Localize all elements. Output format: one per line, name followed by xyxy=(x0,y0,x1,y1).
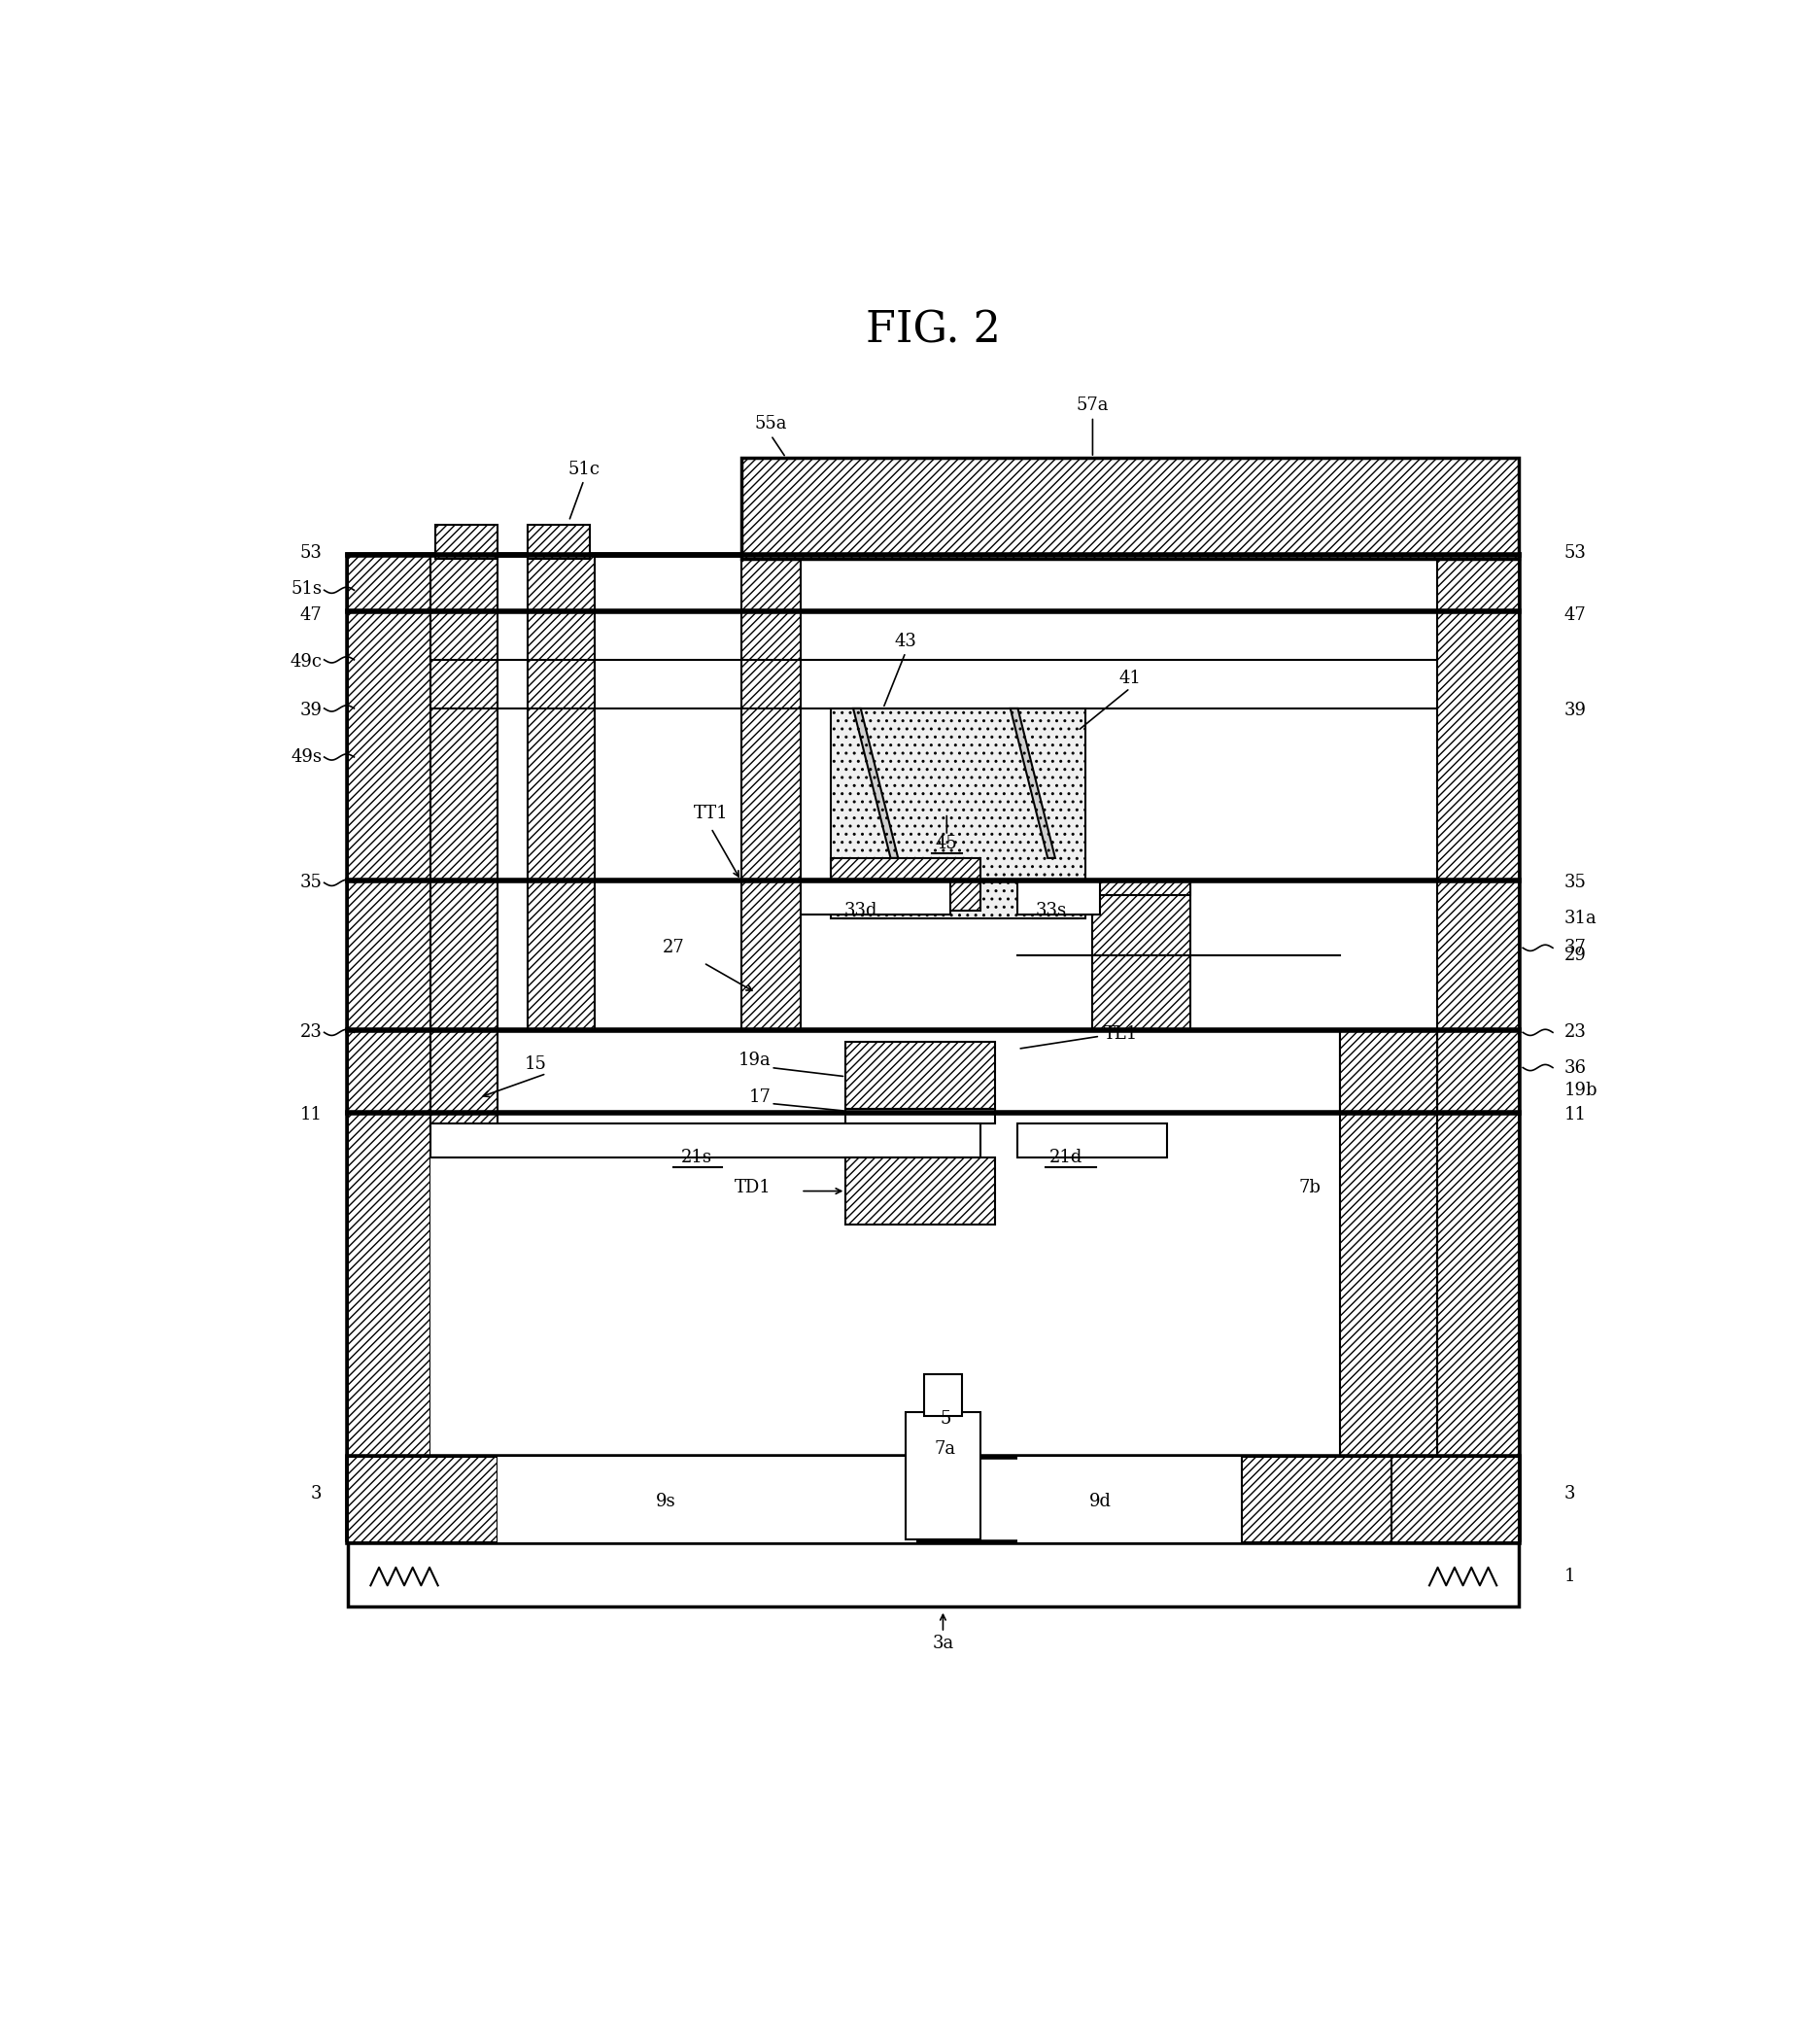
Bar xyxy=(1017,1456,1241,1542)
Text: 11: 11 xyxy=(300,1106,322,1124)
Text: 53: 53 xyxy=(1563,544,1585,562)
Bar xyxy=(528,526,590,558)
Bar xyxy=(925,1375,961,1416)
Bar xyxy=(1092,880,1188,1031)
Text: 3: 3 xyxy=(311,1485,322,1503)
Text: 29: 29 xyxy=(1563,947,1585,964)
Text: 39: 39 xyxy=(1563,703,1585,719)
Text: 23: 23 xyxy=(1563,1025,1585,1041)
Text: 15: 15 xyxy=(524,1055,546,1073)
Text: 57a: 57a xyxy=(1076,397,1108,414)
Bar xyxy=(348,1456,497,1542)
Bar xyxy=(830,858,979,911)
Text: 5: 5 xyxy=(939,1410,950,1428)
Text: 55a: 55a xyxy=(753,416,786,432)
Bar xyxy=(844,1108,996,1124)
Bar xyxy=(1017,1124,1167,1157)
Text: 9s: 9s xyxy=(655,1493,675,1509)
Bar xyxy=(1369,1456,1518,1542)
Text: 21s: 21s xyxy=(681,1149,712,1165)
Bar xyxy=(1092,880,1188,896)
Bar xyxy=(348,1540,1518,1607)
Text: 33d: 33d xyxy=(843,902,877,919)
Bar xyxy=(348,1456,1518,1542)
Text: 41: 41 xyxy=(1117,670,1141,686)
Bar xyxy=(430,1112,1340,1540)
Text: 45: 45 xyxy=(935,835,957,851)
Text: 17: 17 xyxy=(748,1090,770,1106)
Text: FIG. 2: FIG. 2 xyxy=(864,310,1001,352)
Text: 11: 11 xyxy=(1563,1106,1585,1124)
Bar xyxy=(905,1412,979,1540)
Text: TT1: TT1 xyxy=(693,805,728,821)
Text: 3: 3 xyxy=(1563,1485,1574,1503)
Bar xyxy=(830,709,1085,919)
Text: 37: 37 xyxy=(1563,939,1585,957)
Bar xyxy=(1340,1031,1436,1540)
Text: 19a: 19a xyxy=(737,1051,770,1069)
Text: 49c: 49c xyxy=(289,654,322,670)
Text: 47: 47 xyxy=(300,607,322,623)
Text: 33s: 33s xyxy=(1036,902,1067,919)
Text: 43: 43 xyxy=(894,631,915,650)
Text: TD1: TD1 xyxy=(733,1179,770,1196)
Bar xyxy=(430,1124,979,1157)
Bar xyxy=(430,1031,497,1126)
Bar xyxy=(844,1157,996,1224)
Text: 21d: 21d xyxy=(1048,1149,1083,1165)
Text: 31a: 31a xyxy=(1563,909,1596,927)
Text: 49s: 49s xyxy=(291,748,322,766)
Bar xyxy=(801,880,950,915)
Text: 35: 35 xyxy=(1563,874,1585,892)
Text: 51s: 51s xyxy=(291,581,322,597)
Bar xyxy=(348,554,430,1540)
Text: 7b: 7b xyxy=(1298,1179,1320,1196)
Text: 36: 36 xyxy=(1563,1059,1585,1076)
Bar xyxy=(348,554,1518,1540)
Text: 53: 53 xyxy=(300,544,322,562)
Text: 39: 39 xyxy=(300,703,322,719)
Text: 23: 23 xyxy=(300,1025,322,1041)
Bar xyxy=(741,458,1518,558)
Bar xyxy=(435,526,497,558)
Text: 51c: 51c xyxy=(568,460,599,479)
Bar xyxy=(528,554,595,1031)
Bar xyxy=(497,1456,915,1542)
Text: 19b: 19b xyxy=(1563,1082,1596,1098)
Text: 35: 35 xyxy=(300,874,322,892)
Bar xyxy=(1340,1031,1436,1112)
Text: 3a: 3a xyxy=(932,1636,954,1652)
Bar xyxy=(1017,880,1099,915)
Bar xyxy=(1436,554,1518,1540)
Text: TL1: TL1 xyxy=(1103,1025,1138,1043)
Polygon shape xyxy=(854,709,897,858)
Bar xyxy=(1241,1456,1390,1542)
Text: 7a: 7a xyxy=(934,1440,956,1458)
Text: 47: 47 xyxy=(1563,607,1585,623)
Text: 1: 1 xyxy=(1563,1568,1574,1585)
Bar xyxy=(741,554,801,1031)
Bar xyxy=(430,880,1340,1031)
Polygon shape xyxy=(1010,709,1054,858)
Bar xyxy=(844,1041,996,1108)
Text: 9d: 9d xyxy=(1088,1493,1110,1509)
Text: 27: 27 xyxy=(662,939,684,957)
Bar xyxy=(430,554,497,1031)
